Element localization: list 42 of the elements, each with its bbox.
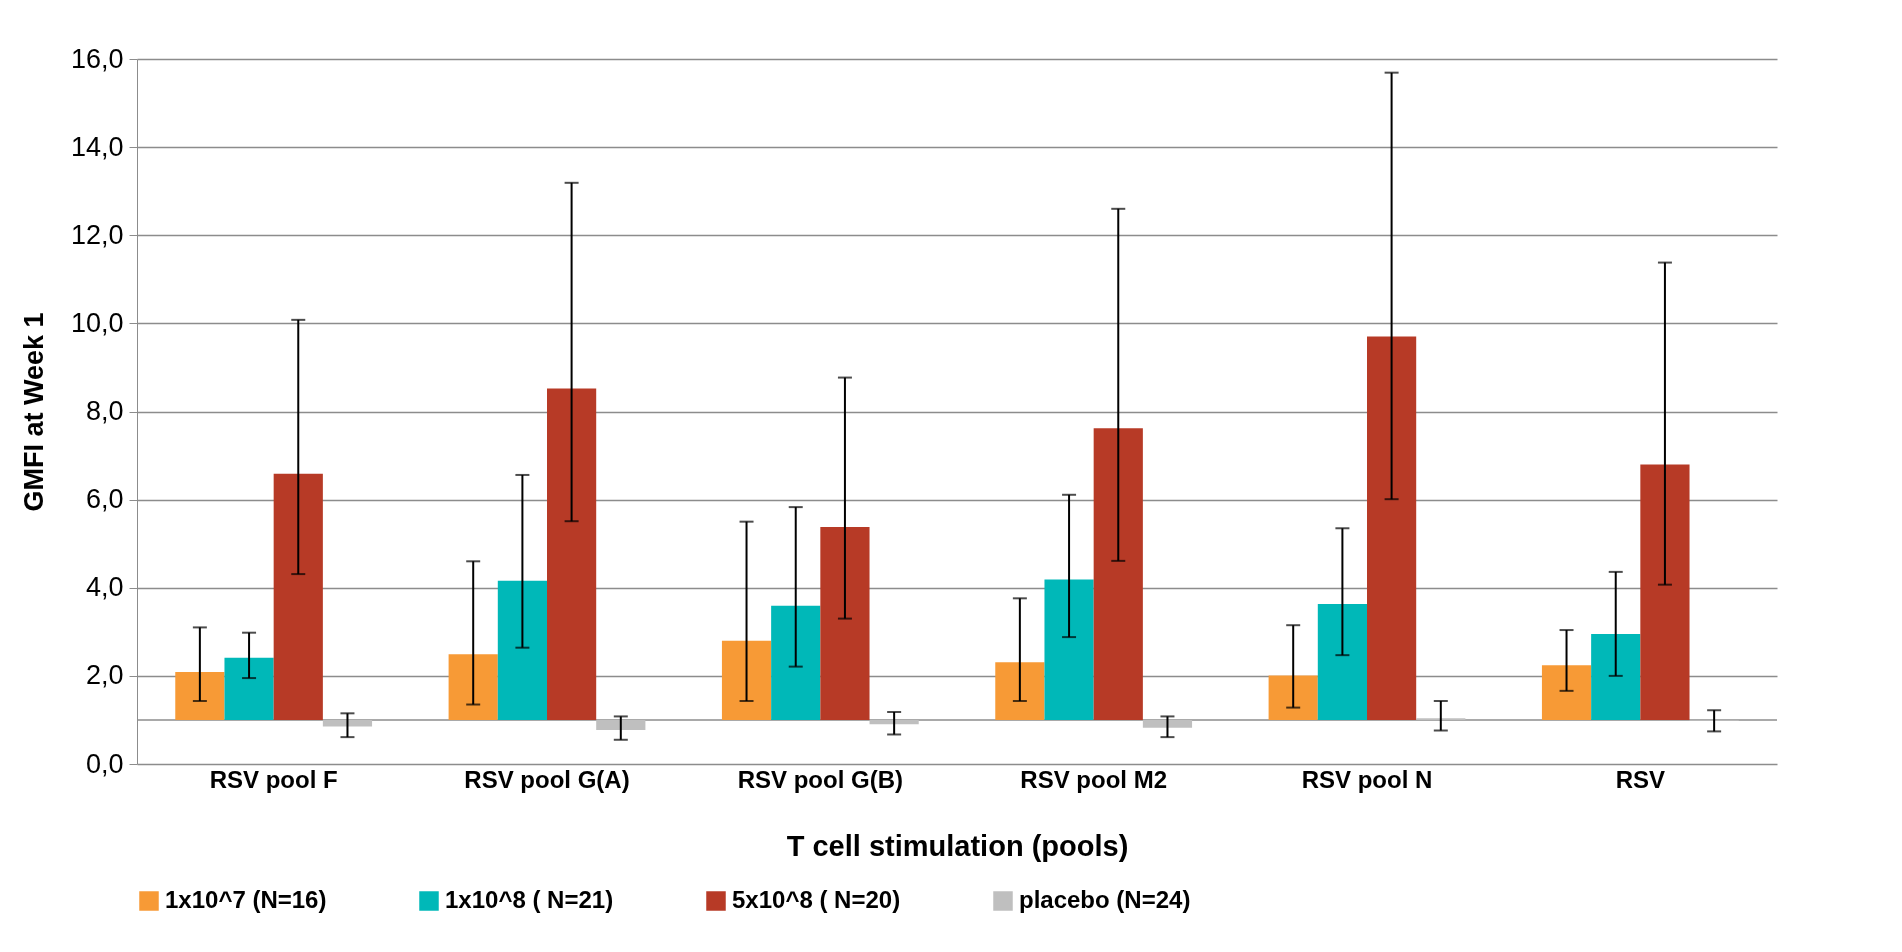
x-tick-label: RSV pool G(B)	[737, 765, 903, 793]
y-tick-label: 8,0	[85, 396, 124, 426]
bar	[1591, 634, 1641, 720]
y-axis-title: GMFI at Week 1	[18, 312, 49, 512]
x-tick-label: RSV pool F	[209, 765, 338, 793]
x-tick-label: RSV pool M2	[1020, 765, 1167, 793]
bar	[497, 580, 547, 720]
y-tick-label: 0,0	[85, 748, 124, 779]
bar	[771, 605, 821, 720]
x-tick-label: RSV	[1615, 765, 1666, 793]
x-axis-title: T cell stimulation (pools)	[786, 829, 1129, 862]
bar	[547, 388, 597, 720]
legend-label: 1x10^8 ( N=21)	[445, 886, 614, 913]
y-tick-label: 4,0	[85, 572, 124, 603]
y-tick-label: 6,0	[85, 484, 124, 515]
bar	[820, 526, 870, 720]
legend-label: placebo (N=24)	[1019, 886, 1191, 913]
y-tick-label: 2,0	[85, 660, 124, 691]
bar	[1317, 604, 1367, 720]
legend-label: 1x10^7 (N=16)	[165, 886, 327, 913]
y-tick-label: 12,0	[70, 219, 124, 250]
bar	[322, 719, 373, 727]
y-tick-label: 14,0	[70, 131, 124, 162]
x-tick-label: RSV pool N	[1301, 765, 1433, 793]
bar	[1640, 464, 1690, 720]
bar	[721, 640, 772, 720]
y-tick-label: 16,0	[70, 43, 124, 74]
bar	[224, 657, 274, 720]
x-tick-label: RSV pool G(A)	[464, 765, 630, 793]
bar	[1268, 675, 1318, 720]
bar	[1093, 428, 1143, 720]
bar	[1044, 579, 1094, 720]
y-tick-label: 10,0	[70, 307, 124, 338]
bar	[175, 671, 225, 720]
bar	[596, 719, 646, 731]
bar	[995, 662, 1045, 720]
bar	[1142, 719, 1193, 728]
legend-label: 5x10^8 ( N=20)	[732, 886, 901, 913]
bar	[1367, 336, 1417, 720]
bar	[1541, 665, 1592, 720]
bar	[448, 654, 498, 720]
bar	[273, 473, 323, 720]
